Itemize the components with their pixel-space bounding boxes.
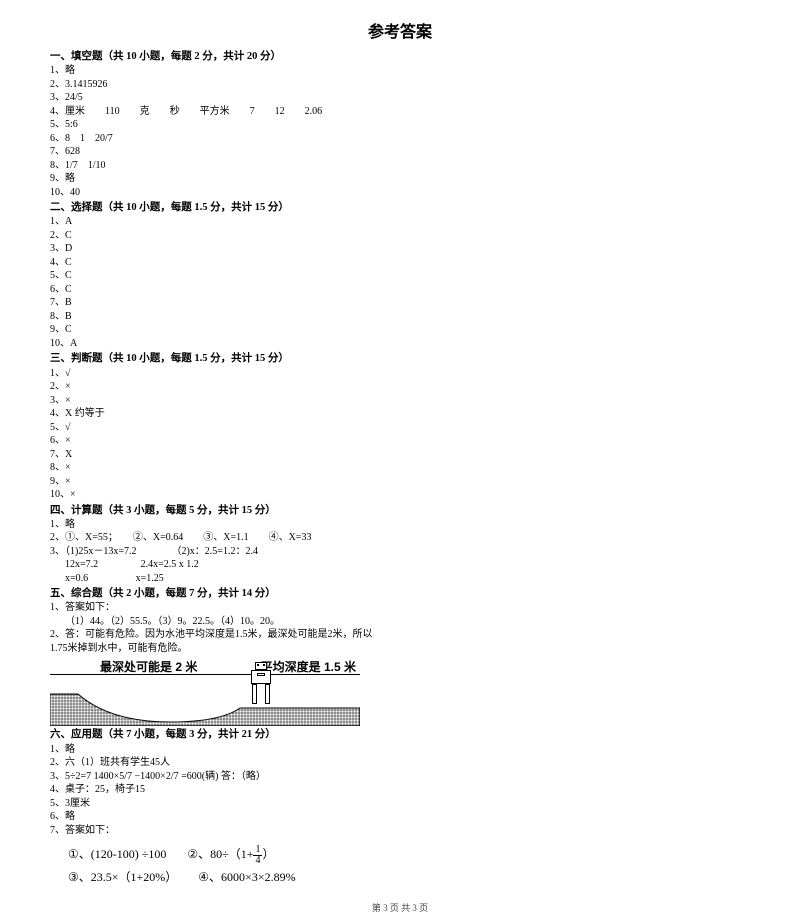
- section-2-head: 二、选择题（共 10 小题，每题 1.5 分，共计 15 分）: [50, 201, 386, 215]
- s3-item: 9、×: [50, 475, 386, 489]
- formula-4: ④、6000×3×2.89%: [198, 870, 295, 884]
- formula-2: ②、80÷（1+14）: [187, 847, 274, 861]
- section-3-head: 三、判断题（共 10 小题，每题 1.5 分，共计 15 分）: [50, 352, 386, 366]
- s1-item: 4、厘米 110 克 秒 平方米 7 12 2.06: [50, 105, 386, 119]
- s1-item: 6、8 1 20/7: [50, 132, 386, 146]
- pool-diagram: 最深处可能是 2 米 平均深度是 1.5 米: [50, 658, 360, 726]
- s6-item: 6、略: [50, 810, 386, 824]
- section-6-head: 六、应用题（共 7 小题，每题 3 分，共计 21 分）: [50, 728, 386, 742]
- page-footer: 第 3 页 共 3 页: [50, 901, 750, 914]
- s6-item: 1、略: [50, 743, 386, 757]
- s5-line: 2、答：可能有危险。因为水池平均深度是1.5米，最深处可能是2米，所以1.75米…: [50, 628, 386, 655]
- s1-item: 9、略: [50, 172, 386, 186]
- s4-item: 3、（1)25x－13x=7.2 （2)x：2.5=1.2：2.4: [50, 545, 386, 559]
- s1-item: 5、5:6: [50, 118, 386, 132]
- s6-item: 2、六（1）班共有学生45人: [50, 756, 386, 770]
- s6-item: 3、5÷2=7 1400×5/7 −1400×2/7 =600(辆) 答：（略）: [50, 770, 386, 784]
- s1-item: 10、40: [50, 186, 386, 200]
- s3-item: 5、√: [50, 421, 386, 435]
- formula-block: ①、(120-100) ÷100 ②、80÷（1+14） ③、23.5×（1+2…: [50, 837, 386, 897]
- s1-item: 3、24/5: [50, 91, 386, 105]
- s2-item: 8、B: [50, 310, 386, 324]
- s3-item: 2、×: [50, 380, 386, 394]
- diagram-label-deep: 最深处可能是 2 米: [98, 658, 199, 675]
- s3-item: 3、×: [50, 394, 386, 408]
- page-title: 参考答案: [50, 18, 750, 42]
- s2-item: 4、C: [50, 256, 386, 270]
- s2-item: 1、A: [50, 215, 386, 229]
- s1-item: 8、1/7 1/10: [50, 159, 386, 173]
- s3-item: 4、X 约等于: [50, 407, 386, 421]
- section-5-head: 五、综合题（共 2 小题，每题 7 分，共计 14 分）: [50, 587, 386, 601]
- s5-line: 1、答案如下：: [50, 601, 386, 615]
- s2-item: 7、B: [50, 296, 386, 310]
- content-columns: 一、填空题（共 10 小题，每题 2 分，共计 20 分） 1、略 2、3.14…: [50, 48, 750, 897]
- s6-item: 7、答案如下：: [50, 824, 386, 838]
- formula-3: ③、23.5×（1+20%）: [68, 870, 177, 884]
- s1-item: 1、略: [50, 64, 386, 78]
- s3-item: 7、X: [50, 448, 386, 462]
- s2-item: 5、C: [50, 269, 386, 283]
- s3-item: 6、×: [50, 434, 386, 448]
- s2-item: 2、C: [50, 229, 386, 243]
- s6-item: 4、桌子：25，椅子15: [50, 783, 386, 797]
- s2-item: 9、C: [50, 323, 386, 337]
- section-1-head: 一、填空题（共 10 小题，每题 2 分，共计 20 分）: [50, 50, 386, 64]
- s1-item: 2、3.1415926: [50, 78, 386, 92]
- s4-item: 1、略: [50, 518, 386, 532]
- s2-item: 3、D: [50, 242, 386, 256]
- s4-item: 2、①、X=55； ②、X=0.64 ③、X=1.1 ④、X=33: [50, 531, 386, 545]
- s3-item: 1、√: [50, 367, 386, 381]
- riverbed-svg: [50, 674, 360, 726]
- robot-icon: [248, 662, 274, 706]
- s5-line: （1）44。（2）55.5。（3）9。22.5。（4）10。20。: [50, 615, 386, 629]
- calc-line: x=0.6 x=1.25: [50, 572, 386, 586]
- section-4-head: 四、计算题（共 3 小题，每题 5 分，共计 15 分）: [50, 504, 386, 518]
- s2-item: 6、C: [50, 283, 386, 297]
- s2-item: 10、A: [50, 337, 386, 351]
- s3-item: 10、×: [50, 488, 386, 502]
- s6-item: 5、3厘米: [50, 797, 386, 811]
- formula-1: ①、(120-100) ÷100: [68, 847, 166, 861]
- s3-item: 8、×: [50, 461, 386, 475]
- s1-item: 7、628: [50, 145, 386, 159]
